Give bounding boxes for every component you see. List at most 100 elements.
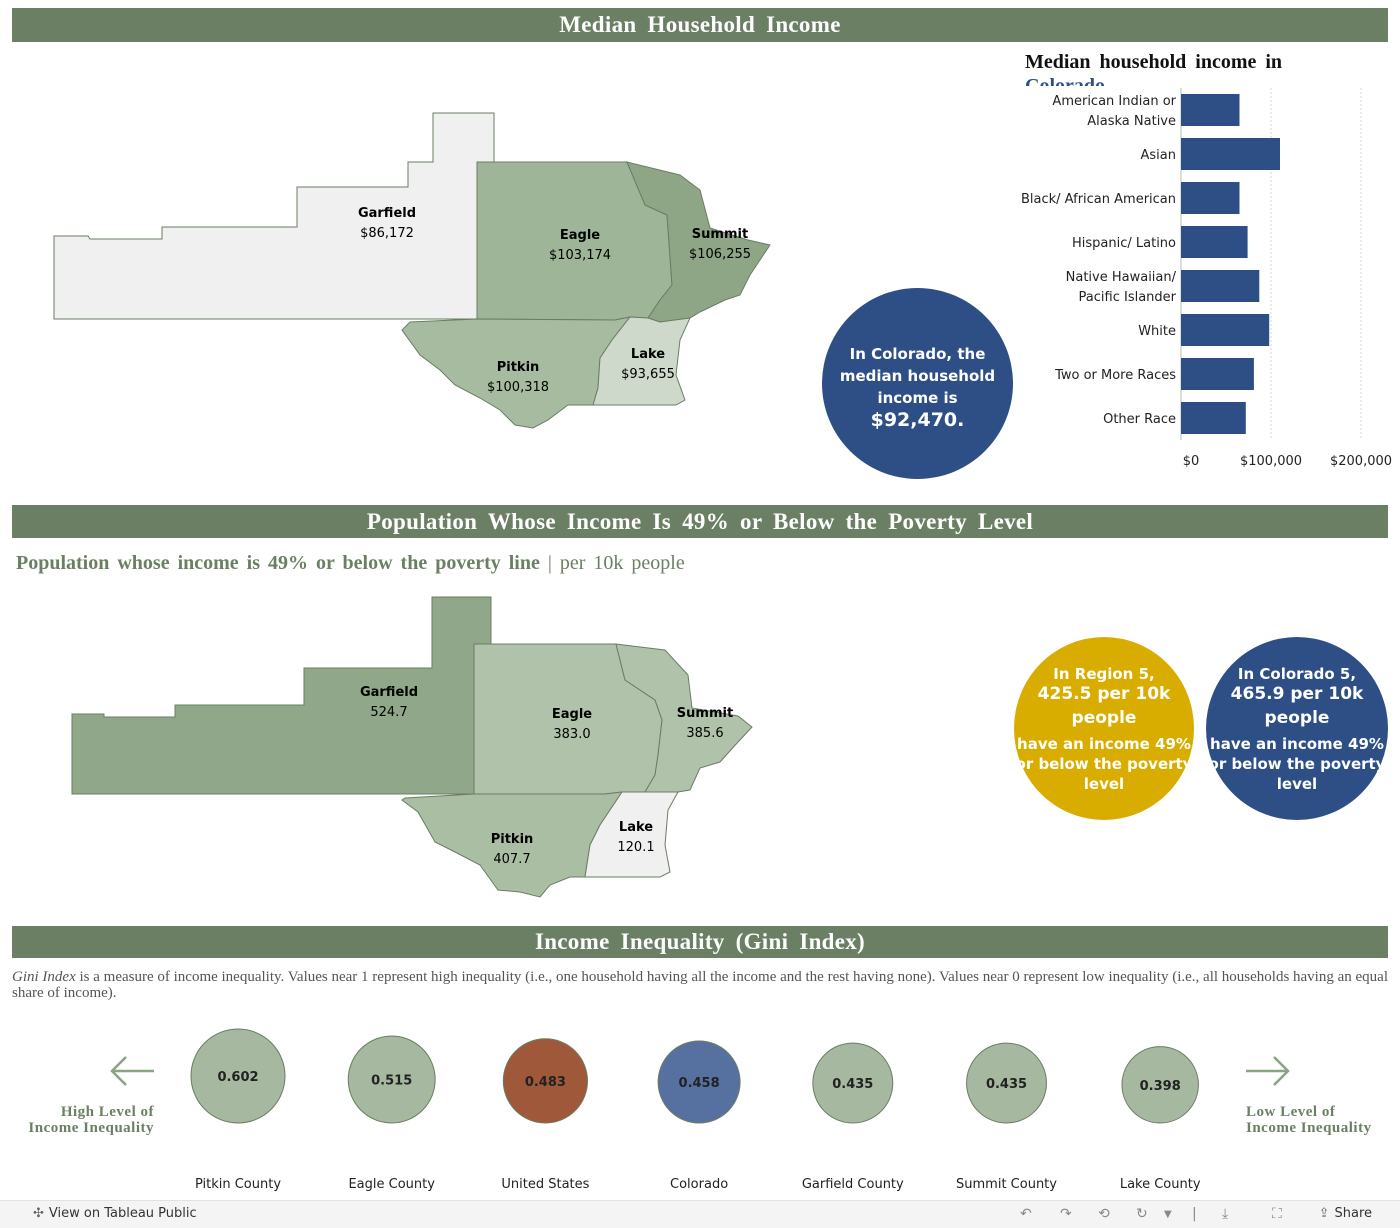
colorado-income-text: In Colorado, the median household income…: [839, 345, 996, 407]
gini-bubble[interactable]: [1121, 1046, 1199, 1124]
category-label: White: [1138, 324, 1176, 339]
poverty-subtitle-sep: |: [539, 552, 560, 574]
download-icon[interactable]: ⤓: [1222, 1206, 1229, 1222]
map-region-summit[interactable]: [615, 643, 753, 793]
share-icon: ⇪: [1318, 1206, 1330, 1221]
gini-bubble[interactable]: [966, 1042, 1047, 1124]
bar[interactable]: [1181, 138, 1280, 170]
bar[interactable]: [1181, 314, 1270, 346]
gini-value-label: 0.458: [679, 1076, 720, 1091]
gini-area-label: Eagle County: [348, 1177, 435, 1192]
map-label-eagle-name: Eagle: [560, 228, 600, 243]
map-region-lake[interactable]: [584, 791, 679, 878]
map-label-garfield-name: Garfield: [360, 685, 418, 700]
gini-bubble[interactable]: [190, 1028, 286, 1124]
gini-value-label: 0.398: [1140, 1079, 1181, 1094]
map-label-garfield-value: $86,172: [360, 226, 414, 241]
region5-poverty-text: have an income 49% or below the poverty …: [1015, 735, 1193, 793]
colorado-income-circle: In Colorado, the median household income…: [822, 288, 1013, 479]
map-region-garfield[interactable]: [53, 112, 495, 320]
revert-icon[interactable]: ⟲: [1098, 1206, 1110, 1222]
category-label: Hispanic/ Latino: [1072, 236, 1176, 251]
map-region-lake[interactable]: [592, 316, 691, 406]
arrow-left-icon: [110, 1056, 154, 1086]
gini-bubble[interactable]: [812, 1042, 894, 1124]
colorado-poverty-circle: In Colorado 5, 465.9 per 10k people have…: [1206, 637, 1388, 820]
map-label-eagle-name: Eagle: [552, 707, 592, 722]
map-region-summit[interactable]: [626, 161, 771, 323]
gini-description: Gini Index is a measure of income inequa…: [12, 969, 1388, 1001]
region5-poverty-circle: In Region 5, 425.5 per 10k people have a…: [1014, 637, 1194, 820]
x-tick-label: $0: [1183, 454, 1200, 469]
category-label: Other Race: [1103, 412, 1176, 427]
gini-bubble[interactable]: [502, 1038, 588, 1124]
map-label-lake-name: Lake: [631, 347, 665, 362]
tableau-footer: ✣ View on Tableau Public ↶ ↷ ⟲ ↻ ▼ | ⤓ ⛶ …: [0, 1200, 1400, 1228]
bar[interactable]: [1181, 358, 1254, 390]
map-label-summit-value: $106,255: [689, 247, 751, 262]
view-on-tableau-label: View on Tableau Public: [48, 1206, 197, 1221]
redo-icon[interactable]: ↷: [1060, 1206, 1072, 1222]
gini-value-label: 0.435: [986, 1077, 1027, 1092]
category-label: American Indian or Alaska Native: [1052, 94, 1176, 129]
gini-value-label: 0.483: [525, 1075, 566, 1090]
chevron-down-icon[interactable]: ▼: [1164, 1209, 1172, 1220]
map-label-pitkin-name: Pitkin: [497, 360, 540, 375]
bar[interactable]: [1181, 270, 1260, 302]
poverty-subtitle-main: Population whose income is 49% or below …: [16, 552, 540, 574]
gini-section-title: Income Inequality (Gini Index): [12, 926, 1388, 958]
income-by-race-bar-chart: $0 $100,000 $200,000 American Indian or Alas…: [1021, 88, 1392, 469]
gini-area-label: Colorado: [670, 1177, 728, 1192]
share-button[interactable]: ⇪ Share: [1319, 1206, 1372, 1221]
map-label-garfield-name: Garfield: [358, 206, 416, 221]
gini-area-label: United States: [501, 1177, 589, 1192]
gini-area-label: Summit County: [956, 1177, 1057, 1192]
gini-bubble[interactable]: [657, 1040, 741, 1124]
gini-value-label: 0.602: [217, 1070, 258, 1085]
bar-chart-title: Median household income in Colorado: [1025, 50, 1305, 86]
gini-area-label: Lake County: [1120, 1177, 1201, 1192]
gini-bubble-chart: 0.602 Pitkin County 0.515 Eagle County 0.483…: [190, 1028, 1201, 1192]
region5-poverty-people: people: [1071, 708, 1137, 728]
map-label-summit-name: Summit: [692, 227, 748, 242]
map-label-pitkin-value: 407.7: [493, 852, 530, 867]
income-section-title: Median Household Income: [12, 8, 1388, 42]
undo-icon[interactable]: ↶: [1020, 1206, 1032, 1222]
tableau-logo-icon: ✣: [33, 1206, 44, 1221]
view-on-tableau-link[interactable]: ✣ View on Tableau Public: [33, 1206, 197, 1221]
region5-poverty-line1: In Region 5,: [1053, 665, 1155, 683]
bar[interactable]: [1181, 182, 1240, 214]
gini-area-label: Pitkin County: [195, 1177, 281, 1192]
refresh-icon[interactable]: ↻: [1136, 1206, 1148, 1222]
map-label-eagle-value: 383.0: [553, 727, 590, 742]
colorado-poverty-people: people: [1264, 708, 1330, 728]
gini-value-label: 0.515: [371, 1074, 412, 1089]
colorado-poverty-rate: 465.9 per 10k: [1230, 684, 1364, 704]
bar[interactable]: [1181, 94, 1240, 126]
colorado-income-period: .: [957, 409, 965, 431]
x-tick-label: $200,000: [1330, 454, 1392, 469]
map-label-lake-value: 120.1: [617, 840, 654, 855]
low-inequality-label: Low Level of Income Inequality: [1246, 1104, 1372, 1136]
colorado-poverty-text: have an income 49% or below the poverty …: [1208, 735, 1386, 793]
gini-term: Gini Index: [12, 969, 76, 985]
arrow-right-icon: [1246, 1056, 1290, 1086]
bar[interactable]: [1181, 402, 1246, 434]
fullscreen-icon[interactable]: ⛶: [1272, 1206, 1282, 1222]
bar[interactable]: [1181, 226, 1248, 258]
bar-chart-title-prefix: Median household income in: [1025, 51, 1283, 73]
gini-area-label: Garfield County: [802, 1177, 904, 1192]
category-label: Native Hawaiian/Pacific Islander: [1066, 270, 1177, 305]
gini-bubble[interactable]: [347, 1035, 436, 1124]
map-region-garfield[interactable]: [71, 596, 492, 795]
map-label-summit-name: Summit: [677, 706, 733, 721]
colorado-income-value: $92,470: [870, 409, 958, 431]
category-label: Black/ African American: [1021, 192, 1176, 207]
gini-value-label: 0.435: [832, 1077, 873, 1092]
high-inequality-label: High Level of Income Inequality: [28, 1104, 154, 1136]
separator-icon: |: [1192, 1206, 1197, 1222]
poverty-subtitle: Population whose income is 49% or below …: [16, 552, 685, 575]
map-label-pitkin-value: $100,318: [487, 380, 549, 395]
share-label: Share: [1334, 1206, 1372, 1221]
poverty-section-title: Population Whose Income Is 49% or Below …: [12, 505, 1388, 538]
